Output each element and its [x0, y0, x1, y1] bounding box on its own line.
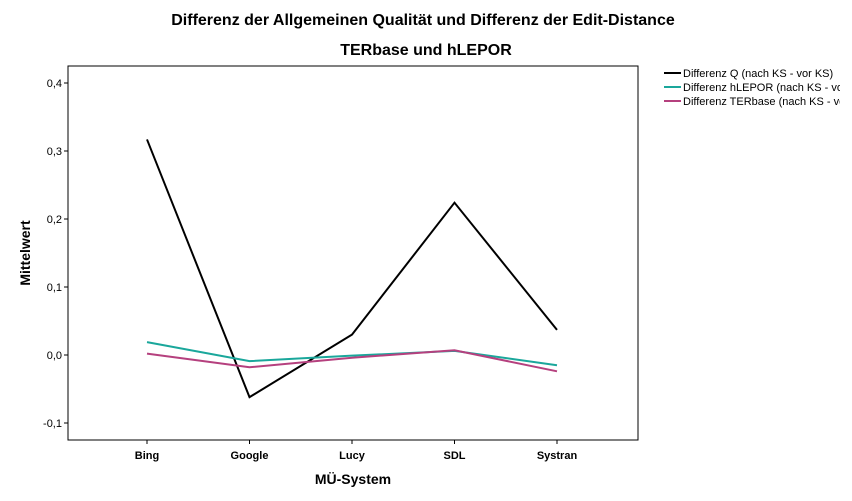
- x-tick-label: Lucy: [339, 450, 366, 462]
- series-lines: [146, 139, 558, 399]
- x-tick-label: Google: [231, 450, 269, 462]
- y-tick-label: -0,1: [43, 418, 62, 430]
- x-tick-label: Systran: [537, 450, 578, 462]
- y-tick-label: 0,2: [47, 214, 62, 226]
- plot-area: [67, 65, 639, 441]
- series-line-2: [146, 341, 558, 367]
- y-tick-label: 0,1: [47, 282, 62, 294]
- y-axis-title: Mittelwert: [17, 220, 33, 286]
- legend-label-2: Differenz hLEPOR (nach KS - vor KS): [683, 82, 852, 94]
- series-line-3: [146, 349, 558, 373]
- legend: Differenz Q (nach KS - vor KS) Differenz …: [664, 68, 852, 108]
- x-tick-label: SDL: [444, 450, 466, 462]
- x-axis: Bing Google Lucy SDL Systran: [135, 440, 578, 462]
- y-tick-label: 0,4: [47, 78, 62, 90]
- legend-label-3: Differenz TERbase (nach KS - vor KS): [683, 96, 852, 108]
- y-tick-label: 0,3: [47, 146, 62, 158]
- x-axis-title: MÜ-System: [315, 471, 391, 487]
- chart-title-line-2: TERbase und hLEPOR: [340, 42, 512, 59]
- legend-label-1: Differenz Q (nach KS - vor KS): [683, 68, 833, 80]
- y-tick-label: 0,0: [47, 350, 62, 362]
- y-axis: -0,1 0,0 0,1 0,2 0,3 0,4: [43, 78, 68, 430]
- chart-title-line-1: Differenz der Allgemeinen Qualität und D…: [171, 12, 675, 29]
- x-tick-label: Bing: [135, 450, 159, 462]
- series-line-1: [146, 139, 558, 399]
